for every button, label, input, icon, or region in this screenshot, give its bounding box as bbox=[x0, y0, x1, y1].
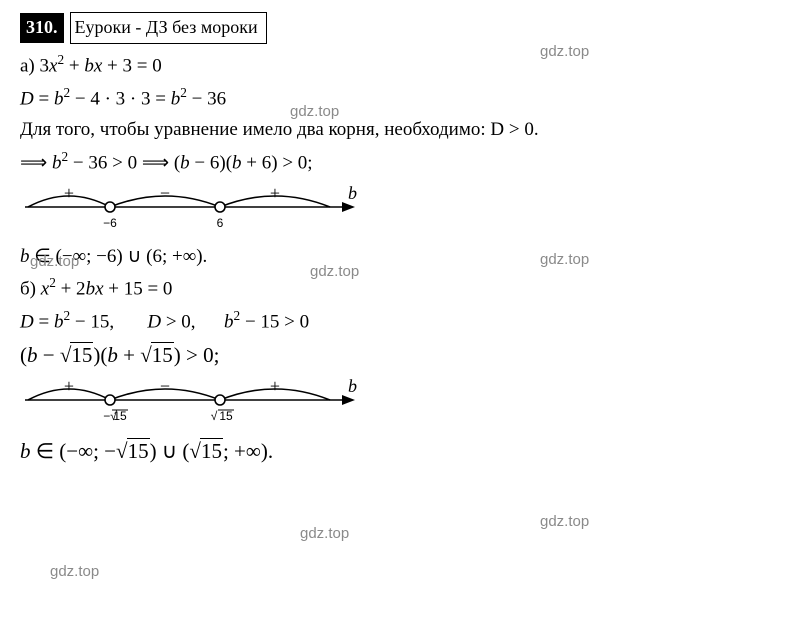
watermark: gdz.top bbox=[540, 510, 589, 533]
number-line-a: + − + b −6 6 bbox=[20, 182, 780, 240]
part-b-interval: b ∈ (−∞; −√15) ∪ (√15; +∞). bbox=[20, 435, 780, 468]
svg-text:−: − bbox=[160, 376, 170, 396]
part-b-factored: (b − √15)(b + √15) > 0; bbox=[20, 339, 780, 372]
part-a-discriminant: D = b2 − 4 · 3 · 3 = b2 − 36 bbox=[20, 83, 780, 114]
svg-text:b: b bbox=[348, 376, 357, 396]
svg-text:b: b bbox=[348, 183, 357, 203]
watermark: gdz.top bbox=[50, 560, 99, 583]
svg-text:+: + bbox=[270, 183, 280, 203]
svg-text:+: + bbox=[270, 376, 280, 396]
svg-text:15: 15 bbox=[219, 409, 233, 423]
svg-text:+: + bbox=[64, 183, 74, 203]
part-b-discriminant-row: D = b2 − 15, D > 0, b2 − 15 > 0 bbox=[20, 306, 780, 337]
part-b-equation: б) x2 + 2bx + 15 = 0 bbox=[20, 273, 780, 304]
number-line-b: +−+b−√15√15 bbox=[20, 375, 780, 433]
problem-number: 310. bbox=[20, 13, 64, 43]
svg-text:6: 6 bbox=[217, 216, 224, 230]
part-a-interval: b ∈ (−∞; −6) ∪ (6; +∞). bbox=[20, 242, 780, 271]
svg-text:15: 15 bbox=[113, 409, 127, 423]
part-a-implication: ⟹ b2 − 36 > 0 ⟹ (b − 6)(b + 6) > 0; bbox=[20, 147, 780, 178]
part-a-equation: а) 3x2 + bx + 3 = 0 bbox=[20, 50, 780, 81]
problem-header: 310. Еуроки - ДЗ без мороки bbox=[20, 12, 780, 44]
part-a-condition-text: Для того, чтобы уравнение имело два корн… bbox=[20, 115, 780, 144]
svg-text:+: + bbox=[64, 376, 74, 396]
watermark: gdz.top bbox=[300, 522, 349, 545]
svg-text:−6: −6 bbox=[103, 216, 117, 230]
svg-text:√: √ bbox=[211, 409, 218, 423]
svg-text:−: − bbox=[160, 183, 170, 203]
problem-source: Еуроки - ДЗ без мороки bbox=[70, 12, 267, 44]
